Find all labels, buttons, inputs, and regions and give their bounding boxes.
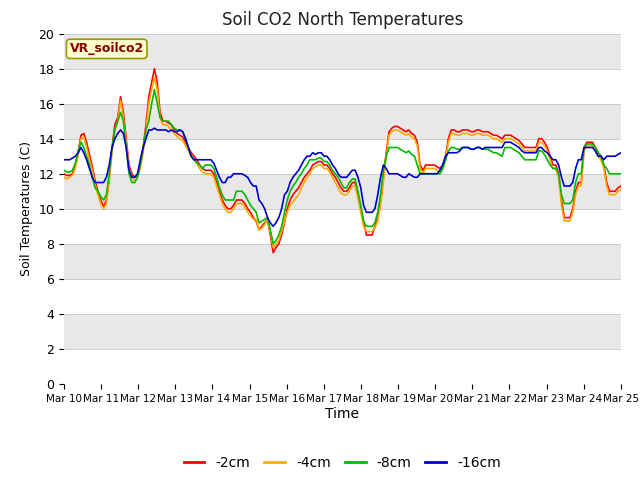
- -8cm: [134, 174, 141, 180]
- -2cm: [552, 162, 559, 168]
- -4cm: [134, 174, 141, 180]
- X-axis label: Time: Time: [325, 407, 360, 420]
- Title: Soil CO2 North Temperatures: Soil CO2 North Temperatures: [221, 11, 463, 29]
- Bar: [64, 244, 621, 279]
- -8cm: [552, 166, 559, 171]
- Bar: [64, 279, 621, 314]
- -16cm: [150, 125, 158, 131]
- -16cm: [552, 157, 559, 163]
- -4cm: [150, 74, 158, 80]
- -16cm: [60, 157, 68, 163]
- -4cm: [617, 187, 625, 192]
- Line: -4cm: -4cm: [64, 77, 621, 247]
- Bar: [64, 209, 621, 244]
- Bar: [64, 314, 621, 349]
- -2cm: [416, 162, 424, 168]
- -8cm: [150, 87, 158, 93]
- -16cm: [100, 180, 108, 185]
- Line: -8cm: -8cm: [64, 90, 621, 244]
- -16cm: [416, 171, 424, 177]
- -16cm: [269, 223, 277, 229]
- Line: -16cm: -16cm: [64, 128, 621, 226]
- -8cm: [416, 171, 424, 177]
- -4cm: [583, 143, 591, 149]
- -8cm: [269, 241, 277, 247]
- -2cm: [60, 171, 68, 177]
- -16cm: [583, 144, 591, 150]
- -2cm: [134, 173, 141, 179]
- -2cm: [269, 250, 277, 255]
- -8cm: [100, 197, 108, 203]
- Bar: [64, 174, 621, 209]
- -8cm: [481, 146, 489, 152]
- -4cm: [269, 244, 277, 250]
- Line: -2cm: -2cm: [64, 69, 621, 252]
- -4cm: [481, 132, 489, 138]
- -2cm: [150, 66, 158, 72]
- -4cm: [416, 166, 424, 171]
- Y-axis label: Soil Temperatures (C): Soil Temperatures (C): [20, 141, 33, 276]
- -2cm: [481, 129, 489, 134]
- Bar: [64, 34, 621, 69]
- -2cm: [583, 139, 591, 145]
- -8cm: [583, 141, 591, 147]
- -16cm: [481, 144, 489, 150]
- -8cm: [60, 168, 68, 173]
- -4cm: [60, 174, 68, 180]
- Text: VR_soilco2: VR_soilco2: [70, 42, 144, 55]
- -16cm: [617, 150, 625, 156]
- -8cm: [617, 171, 625, 177]
- -4cm: [100, 206, 108, 212]
- Bar: [64, 104, 621, 139]
- -2cm: [100, 204, 108, 210]
- -2cm: [617, 183, 625, 189]
- Bar: [64, 349, 621, 384]
- Legend: -2cm, -4cm, -8cm, -16cm: -2cm, -4cm, -8cm, -16cm: [178, 450, 507, 475]
- -16cm: [134, 171, 141, 177]
- Bar: [64, 69, 621, 104]
- -4cm: [552, 166, 559, 171]
- Bar: [64, 139, 621, 174]
